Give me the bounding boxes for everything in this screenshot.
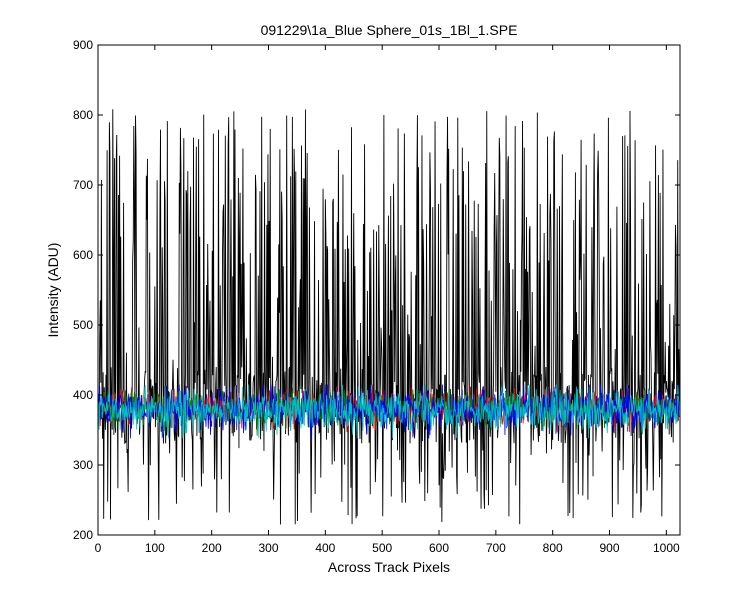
x-tick-label: 200: [202, 541, 222, 555]
y-tick-label: 300: [73, 458, 93, 472]
chart-title: 091229\1a_Blue Sphere_01s_1Bl_1.SPE: [261, 22, 518, 38]
y-tick-label: 500: [73, 318, 93, 332]
x-tick-label: 1000: [653, 541, 680, 555]
y-axis-label: Intensity (ADU): [45, 243, 61, 338]
plot-area: [98, 109, 680, 525]
x-tick-label: 0: [95, 541, 102, 555]
x-tick-label: 400: [315, 541, 335, 555]
y-tick-label: 700: [73, 178, 93, 192]
series-line-1: [98, 109, 680, 525]
y-tick-label: 400: [73, 388, 93, 402]
x-tick-label: 700: [486, 541, 506, 555]
x-tick-label: 100: [145, 541, 165, 555]
y-tick-label: 900: [73, 38, 93, 52]
plot-frame: [97, 44, 681, 536]
series-layer: [98, 109, 680, 525]
y-tick-label: 800: [73, 108, 93, 122]
y-tick-label: 200: [73, 528, 93, 542]
x-tick-label: 500: [372, 541, 392, 555]
x-tick-label: 600: [429, 541, 449, 555]
x-tick-label: 300: [258, 541, 278, 555]
series-line-5: [98, 384, 680, 439]
y-tick-label: 600: [73, 248, 93, 262]
x-axis-label: Across Track Pixels: [328, 559, 450, 575]
x-tick-label: 900: [600, 541, 620, 555]
ticks-layer: 0 100 200 300 400 500 600 700 800 900 1000 200 300 40…: [73, 38, 680, 555]
x-tick-label: 800: [543, 541, 563, 555]
